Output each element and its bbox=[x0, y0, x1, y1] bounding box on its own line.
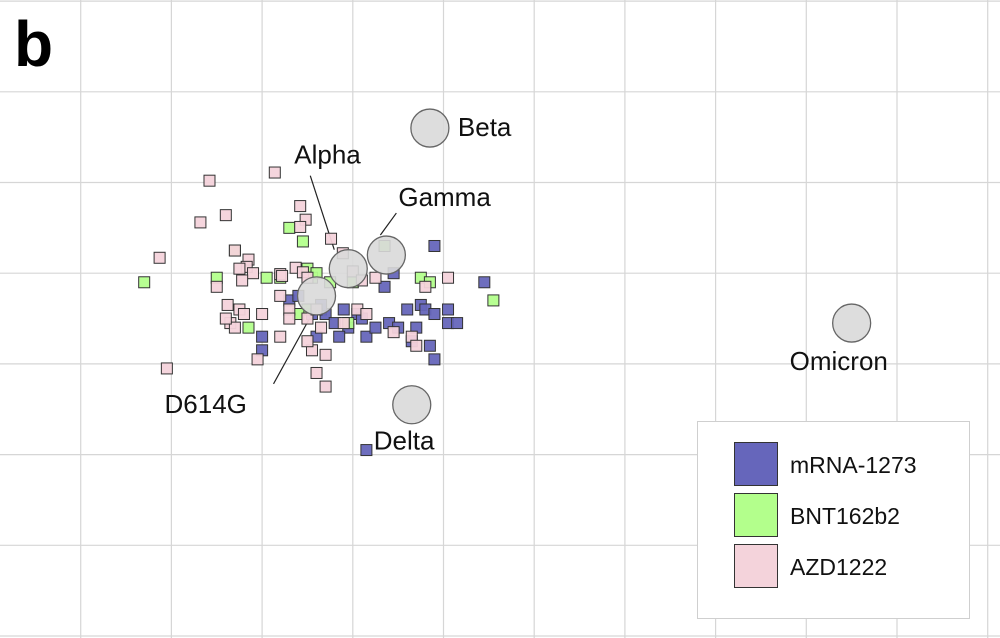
point-mrna-1273 bbox=[451, 317, 464, 330]
point-azd1222 bbox=[274, 330, 287, 343]
legend-swatch-bnt162b2 bbox=[734, 493, 778, 537]
point-azd1222 bbox=[410, 339, 423, 352]
point-bnt162b2 bbox=[260, 271, 273, 284]
point-azd1222 bbox=[319, 380, 332, 393]
point-mrna-1273 bbox=[478, 276, 491, 289]
antigen-label-beta: Beta bbox=[458, 112, 512, 142]
point-azd1222 bbox=[360, 308, 373, 321]
antigen-circle-gamma bbox=[366, 235, 407, 275]
antigen-circle-omicron bbox=[832, 303, 872, 343]
antigen-label-delta: Delta bbox=[374, 426, 435, 456]
legend-item-bnt162b2: BNT162b2 bbox=[734, 493, 964, 543]
legend: mRNA-1273 BNT162b2 AZD1222 bbox=[697, 421, 970, 619]
point-bnt162b2 bbox=[283, 221, 296, 234]
point-azd1222 bbox=[228, 321, 241, 334]
legend-swatch-azd1222 bbox=[734, 544, 778, 588]
legend-item-mrna-1273: mRNA-1273 bbox=[734, 442, 964, 492]
point-azd1222 bbox=[369, 271, 382, 284]
point-azd1222 bbox=[268, 166, 281, 179]
antigen-circles: Beta Gamma Alpha D614G Delta Omicron bbox=[165, 108, 888, 456]
point-azd1222 bbox=[274, 289, 287, 302]
point-mrna-1273 bbox=[442, 303, 455, 316]
point-azd1222 bbox=[310, 366, 323, 379]
point-azd1222 bbox=[319, 348, 332, 361]
point-azd1222 bbox=[256, 308, 269, 321]
point-mrna-1273 bbox=[337, 303, 350, 316]
point-azd1222 bbox=[194, 216, 207, 229]
antigen-circle-beta bbox=[410, 108, 450, 148]
point-azd1222 bbox=[337, 317, 350, 330]
point-azd1222 bbox=[251, 353, 264, 366]
point-azd1222 bbox=[387, 326, 400, 339]
point-azd1222 bbox=[210, 280, 223, 293]
point-azd1222 bbox=[294, 200, 307, 213]
point-mrna-1273 bbox=[401, 303, 414, 316]
point-bnt162b2 bbox=[296, 235, 309, 248]
point-azd1222 bbox=[219, 209, 232, 222]
point-mrna-1273 bbox=[423, 339, 436, 352]
point-azd1222 bbox=[203, 174, 216, 187]
point-azd1222 bbox=[153, 251, 166, 264]
antigen-circle-delta bbox=[392, 385, 432, 425]
point-mrna-1273 bbox=[360, 444, 373, 457]
legend-item-azd1222: AZD1222 bbox=[734, 544, 964, 594]
point-azd1222 bbox=[233, 262, 246, 275]
point-mrna-1273 bbox=[428, 308, 441, 321]
antigen-circle-alpha bbox=[328, 249, 368, 289]
point-azd1222 bbox=[160, 362, 173, 375]
leader-line-gamma bbox=[379, 212, 397, 236]
point-bnt162b2 bbox=[487, 294, 500, 307]
point-mrna-1273 bbox=[256, 330, 269, 343]
panel-label: b bbox=[14, 8, 54, 80]
antigen-label-alpha: Alpha bbox=[294, 140, 361, 170]
point-azd1222 bbox=[442, 271, 455, 284]
point-azd1222 bbox=[237, 308, 250, 321]
antigen-circle-d614g bbox=[296, 276, 337, 316]
point-mrna-1273 bbox=[428, 239, 441, 252]
point-mrna-1273 bbox=[360, 330, 373, 343]
point-azd1222 bbox=[325, 232, 338, 245]
point-mrna-1273 bbox=[428, 353, 441, 366]
legend-swatch-mrna-1273 bbox=[734, 442, 778, 486]
point-azd1222 bbox=[419, 280, 432, 293]
point-azd1222 bbox=[301, 335, 314, 348]
point-azd1222 bbox=[219, 312, 232, 325]
antigen-label-gamma: Gamma bbox=[398, 182, 491, 212]
point-azd1222 bbox=[276, 269, 289, 282]
legend-label: AZD1222 bbox=[790, 554, 888, 580]
antigen-label-omicron: Omicron bbox=[790, 346, 888, 376]
point-bnt162b2 bbox=[138, 276, 151, 289]
leader-line-d614g bbox=[272, 314, 313, 385]
point-bnt162b2 bbox=[242, 321, 255, 334]
point-azd1222 bbox=[236, 274, 249, 287]
point-mrna-1273 bbox=[333, 330, 346, 343]
point-azd1222 bbox=[315, 321, 328, 334]
point-azd1222 bbox=[228, 244, 241, 257]
point-mrna-1273 bbox=[369, 321, 382, 334]
antigen-label-d614g: D614G bbox=[165, 389, 247, 419]
legend-label: BNT162b2 bbox=[790, 503, 900, 529]
point-mrna-1273 bbox=[378, 280, 391, 293]
point-azd1222 bbox=[294, 220, 307, 233]
legend-label: mRNA-1273 bbox=[790, 452, 917, 478]
point-azd1222 bbox=[221, 298, 234, 311]
point-azd1222 bbox=[283, 312, 296, 325]
point-azd1222 bbox=[247, 267, 260, 280]
